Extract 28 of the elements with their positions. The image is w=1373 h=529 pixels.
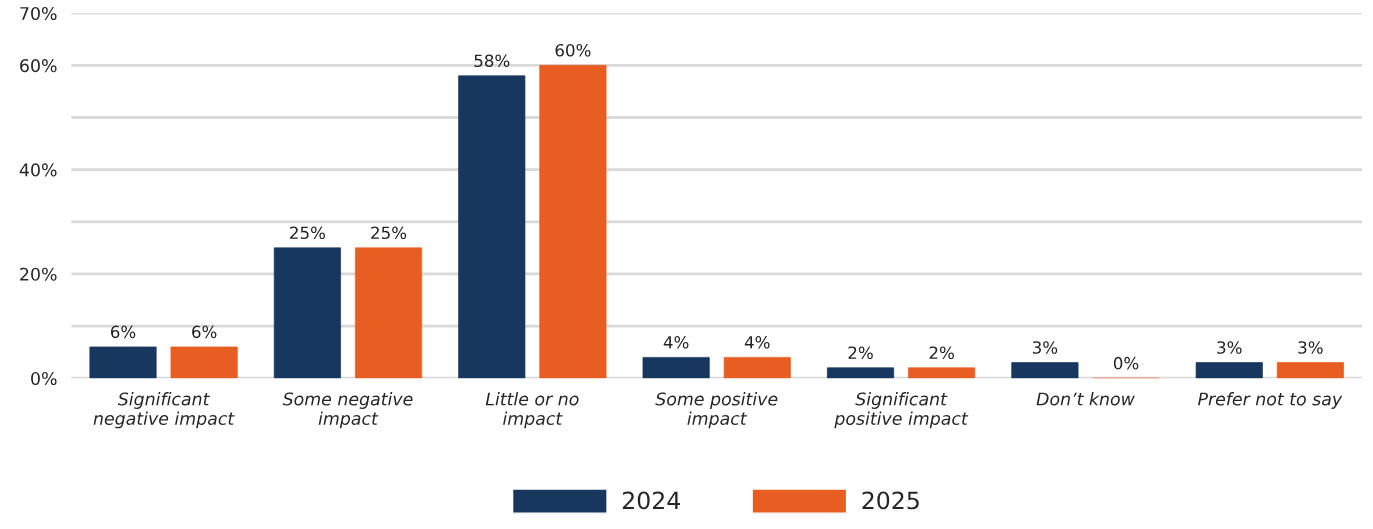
data-label: 0%: [1113, 356, 1139, 370]
legend-label: 2024: [622, 491, 680, 510]
data-label: 6%: [192, 325, 217, 339]
data-label: 3%: [1217, 341, 1242, 354]
data-label: 3%: [1032, 341, 1058, 354]
data-label: 25%: [371, 226, 407, 240]
data-label: 2%: [848, 346, 873, 360]
data-label: 2%: [929, 346, 954, 360]
data-label: 58%: [474, 54, 510, 68]
y-tick-label: 0%: [31, 371, 57, 386]
x-tick-label: Little or no impact: [485, 392, 579, 429]
data-label: 60%: [555, 43, 591, 57]
legend-label: 2025: [862, 491, 919, 510]
data-label: 4%: [663, 335, 689, 349]
data-label: 3%: [1298, 341, 1323, 354]
data-label: 25%: [290, 226, 325, 240]
y-tick-label: 60%: [20, 59, 57, 73]
x-tick-label: Don’t know: [1036, 392, 1135, 406]
y-tick-label: 20%: [20, 267, 57, 281]
y-tick-label: 40%: [19, 163, 57, 177]
x-tick-label: Some negative impact: [282, 392, 413, 429]
x-tick-label: Significant positive impact: [834, 392, 969, 429]
x-tick-label: Some positive impact: [655, 392, 778, 429]
y-tick-label: 70%: [20, 6, 57, 21]
x-tick-label: Significant negative impact: [93, 392, 235, 429]
data-label: 4%: [744, 335, 770, 349]
x-tick-label: Prefer not to say: [1198, 392, 1343, 409]
data-label: 6%: [110, 325, 136, 339]
